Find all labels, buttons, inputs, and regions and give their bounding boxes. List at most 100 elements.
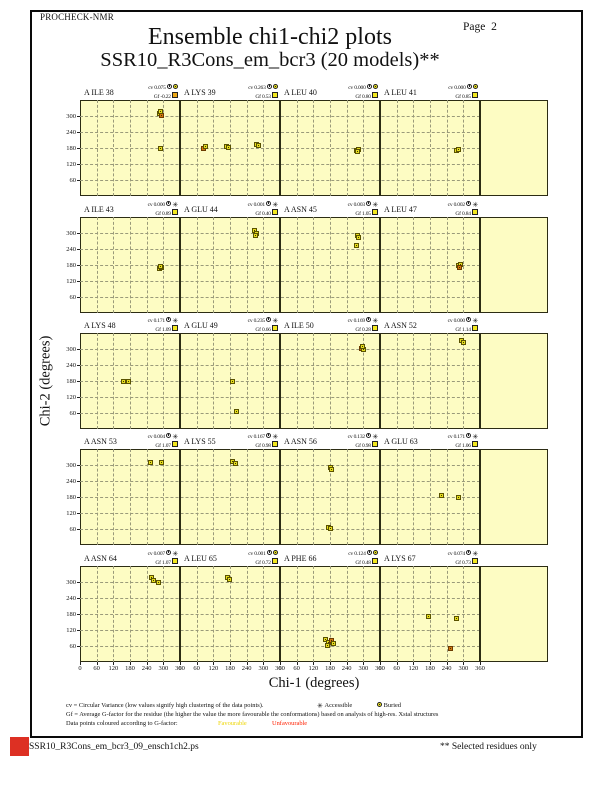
v-gridline	[413, 333, 415, 429]
panel-divider	[479, 566, 481, 662]
v-gridline	[446, 566, 448, 662]
buried-circle-icon	[373, 84, 378, 89]
v-gridline	[463, 100, 465, 196]
v-gridline	[446, 449, 448, 545]
y-tick-label: 300	[66, 461, 76, 469]
data-point	[359, 344, 365, 350]
cv-value: cv 0.000	[428, 84, 478, 92]
x-tick-label: 360	[475, 665, 485, 672]
y-tick-mark	[77, 614, 80, 615]
residue-title: A ILE 38	[84, 88, 114, 97]
x-tick-label: 300	[158, 665, 169, 672]
gf-value: Gf 0.89	[128, 208, 178, 218]
v-gridline	[213, 333, 215, 429]
gf-definition: Gf = Average G-factor for the residue (t…	[66, 711, 439, 718]
residue-stats: cv 0.001 ✳ Gf 0.40	[228, 201, 278, 217]
v-gridline	[130, 566, 131, 662]
y-tick-mark	[77, 497, 80, 498]
cv-value: cv 0.004 ✳	[147, 433, 178, 441]
cv-dial-icon	[366, 84, 372, 89]
cv-value: cv 0.000	[328, 84, 378, 92]
x-tick-label: 300	[458, 665, 469, 672]
x-tick-label: 120	[208, 665, 219, 672]
v-gridline	[396, 100, 398, 196]
gf-colour-square	[472, 91, 478, 98]
y-tick-mark	[77, 381, 80, 382]
residue-stats: cv 0.004 ✳ Gf 1.07	[128, 433, 178, 449]
x-tick-label: 180	[125, 665, 135, 672]
data-point	[354, 148, 360, 154]
gf-colour-square	[172, 208, 178, 215]
y-tick-mark	[77, 646, 80, 647]
residue-title: A ASN 53	[84, 437, 117, 446]
panel-divider	[379, 333, 381, 429]
v-gridline	[363, 217, 365, 313]
data-point	[438, 493, 444, 499]
gf-value: Gf 0.73	[428, 557, 478, 567]
v-gridline	[463, 449, 465, 545]
x-tick-label: 240	[441, 665, 452, 672]
v-gridline	[346, 100, 348, 196]
panel-divider	[379, 449, 381, 545]
gf-colour-square	[272, 557, 278, 564]
y-tick-label: 300	[66, 578, 76, 586]
y-tick-label: 60	[69, 525, 77, 533]
legend-line-colour: Data points coloured according to G-fact…	[66, 720, 566, 729]
panel-divider	[179, 100, 181, 196]
v-gridline	[346, 217, 348, 313]
buried-circle-icon	[273, 550, 278, 555]
x-axis-label: Chi-1 (degrees)	[268, 675, 360, 691]
residue-title: A LEU 40	[284, 88, 317, 97]
x-tick-mark	[446, 662, 448, 665]
y-tick-mark	[77, 233, 80, 234]
buried-key: Buried	[377, 702, 401, 709]
y-tick-mark	[77, 513, 80, 514]
data-point	[148, 574, 154, 580]
cv-value: cv 0.002 ✳	[447, 201, 478, 209]
cv-value: cv 0.124	[328, 550, 378, 558]
panel-divider	[479, 449, 481, 545]
v-gridline	[413, 100, 415, 196]
residue-stats: cv 0.171 ✳ Gf 1.09	[128, 317, 178, 333]
v-gridline	[213, 449, 215, 545]
cv-dial-icon	[166, 84, 172, 89]
cv-value: cv 0.171 ✳	[147, 317, 178, 325]
x-tick-mark	[380, 662, 381, 665]
residue-stats: cv 0.001 Gf 0.72	[228, 550, 278, 566]
cv-dial-icon	[466, 550, 472, 555]
x-tick-mark	[246, 662, 248, 665]
cv-value: cv 0.132 ✳	[347, 433, 378, 441]
cv-value: cv 0.074 ✳	[447, 550, 478, 558]
unfavourable-label: Unfavourable	[272, 720, 308, 727]
x-tick-label: 300	[358, 665, 369, 672]
v-gridline	[263, 566, 265, 662]
v-gridline	[446, 333, 448, 429]
v-gridline	[396, 566, 398, 662]
data-point	[356, 234, 362, 240]
gf-value: Gf 0.48	[328, 557, 378, 567]
x-tick-label: 60	[93, 665, 100, 672]
v-gridline	[130, 100, 131, 196]
v-gridline	[146, 100, 148, 196]
data-point	[202, 144, 208, 150]
y-tick-mark	[77, 116, 80, 117]
y-tick-mark	[77, 148, 80, 149]
x-tick-mark	[363, 662, 365, 665]
cv-dial-icon	[366, 433, 372, 438]
residue-stats: cv 0.167 ✳ Gf 0.98	[228, 433, 278, 449]
x-tick-label: 180	[325, 665, 335, 672]
x-tick-mark	[130, 662, 131, 665]
y-tick-mark	[77, 349, 80, 350]
v-gridline	[313, 100, 315, 196]
cv-value: cv 0.169 ✳	[347, 317, 378, 325]
x-tick-mark	[396, 662, 398, 665]
y-tick-label: 60	[69, 409, 77, 417]
x-tick-mark	[180, 662, 181, 665]
residue-stats: cv 0.003 ✳ Gf 1.05	[328, 201, 378, 217]
accessible-star-icon: ✳	[172, 433, 178, 441]
x-tick-label: 60	[393, 665, 400, 672]
gf-colour-square	[472, 324, 478, 331]
y-tick-label: 120	[66, 277, 76, 285]
gf-value: Gf 0.72	[228, 557, 278, 567]
